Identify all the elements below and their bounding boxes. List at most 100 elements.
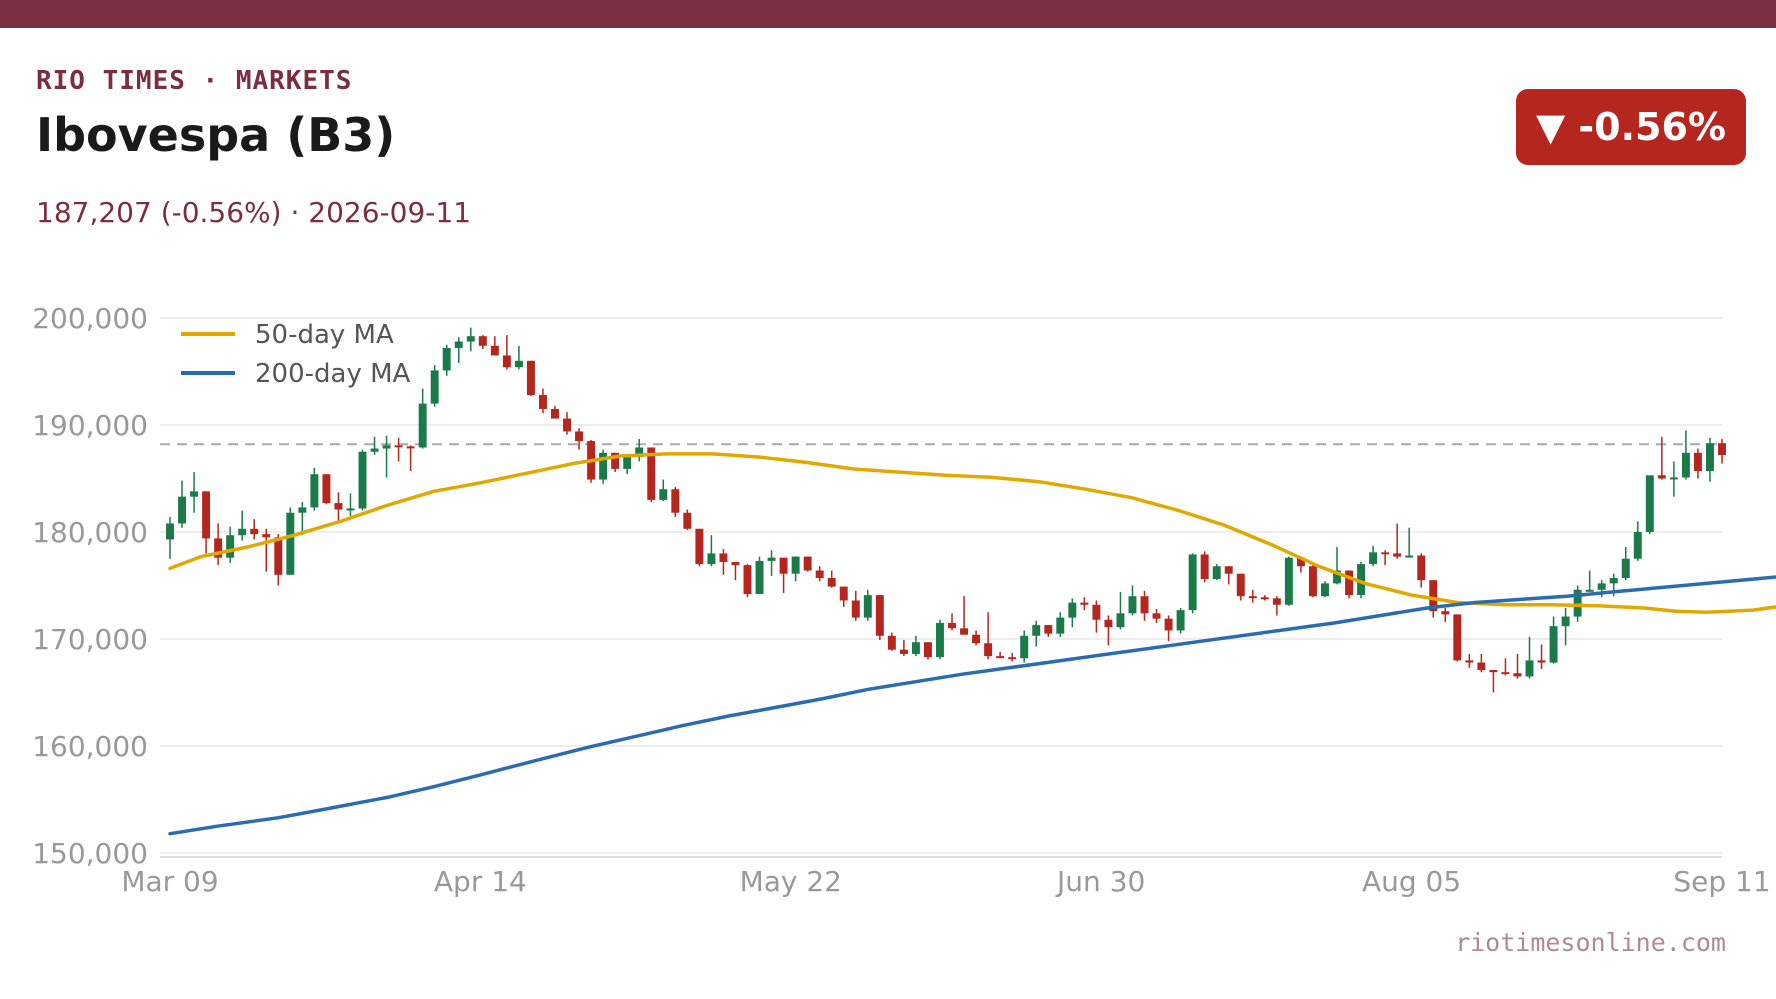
candle-down — [671, 487, 680, 518]
candle-down — [1236, 573, 1245, 601]
candle-body — [1044, 625, 1053, 634]
ma50-line — [168, 452, 1776, 615]
candle-body — [984, 643, 993, 657]
candle-down — [334, 492, 343, 522]
candle-body — [238, 528, 247, 536]
candle-body — [1092, 604, 1101, 620]
candle-up — [1188, 553, 1197, 614]
candle-body — [875, 595, 884, 636]
candle-down — [538, 388, 547, 414]
candle-up — [599, 449, 608, 484]
candle-up — [1056, 612, 1065, 637]
candle-up — [1284, 556, 1293, 606]
candle-down — [1140, 590, 1149, 621]
candle-body — [1140, 596, 1149, 614]
candle-up — [1705, 437, 1714, 482]
candle-body — [707, 553, 716, 565]
legend-item: 50-day MA — [181, 320, 394, 350]
candle-body — [1381, 552, 1390, 555]
candle-up — [1645, 475, 1654, 535]
candle-up — [166, 517, 174, 559]
candle-body — [1032, 625, 1041, 636]
page-title: Ibovespa (B3) — [36, 108, 396, 162]
x-tick-label: Apr 14 — [434, 865, 527, 898]
candle-down — [1718, 438, 1726, 464]
candle-up — [1020, 630, 1029, 663]
candle-body — [839, 586, 848, 601]
candle-body — [334, 503, 343, 510]
candle-body — [575, 431, 584, 442]
candle-down — [719, 549, 728, 575]
candle-down — [1417, 553, 1426, 588]
candle-down — [1152, 609, 1161, 623]
candle-body — [442, 347, 451, 371]
candle-body — [250, 528, 259, 535]
candle-body — [1525, 660, 1534, 677]
candle-down — [1308, 564, 1317, 598]
candle-body — [755, 560, 764, 595]
candle-down — [960, 596, 969, 635]
candle-body — [1236, 573, 1245, 597]
candle-down — [563, 412, 571, 435]
y-tick-label: 150,000 — [32, 837, 148, 870]
candle-down — [1164, 615, 1173, 642]
candle-up — [430, 365, 439, 407]
candle-body — [1152, 613, 1161, 619]
candle-body — [478, 336, 487, 346]
candle-down — [1044, 625, 1053, 637]
candle-up — [1633, 521, 1642, 561]
candle-body — [599, 452, 608, 480]
candle-body — [803, 556, 812, 571]
candle-up — [1068, 598, 1077, 628]
candle-body — [1357, 564, 1366, 596]
candle-down — [575, 428, 584, 450]
y-tick-label: 170,000 — [32, 623, 148, 656]
candle-body — [851, 600, 860, 618]
candle-up — [238, 510, 247, 541]
candle-body — [274, 537, 283, 575]
candle-body — [370, 448, 379, 452]
candle-body — [960, 628, 969, 635]
candle-body — [1393, 553, 1402, 557]
candle-body — [635, 447, 644, 458]
candle-body — [1645, 475, 1654, 532]
candle-down — [502, 335, 511, 370]
candle-body — [1489, 670, 1498, 673]
candle-body — [659, 489, 668, 500]
candle-up — [454, 337, 463, 363]
candle-down — [683, 509, 692, 530]
x-tick-label: May 22 — [740, 865, 842, 898]
change-badge: ▼ -0.56% — [1515, 89, 1746, 165]
candle-body — [358, 451, 367, 509]
candle-down — [551, 405, 559, 419]
legend-label: 50-day MA — [255, 320, 394, 350]
candle-up — [755, 556, 764, 595]
candle-up — [514, 345, 523, 370]
candle-body — [1056, 617, 1065, 634]
candle-up — [298, 502, 307, 536]
candle-down — [262, 528, 271, 572]
candle-down — [526, 360, 535, 397]
candle-body — [1705, 443, 1714, 472]
candle-body — [1657, 475, 1666, 479]
candle-up — [623, 454, 632, 475]
candle-body — [1718, 443, 1726, 455]
candle-body — [166, 523, 174, 540]
candle-body — [1537, 660, 1546, 663]
candle-down — [972, 630, 981, 646]
candle-down — [815, 566, 824, 582]
candle-up — [1128, 585, 1137, 616]
candle-up — [178, 480, 187, 528]
candle-down — [875, 595, 884, 641]
candle-body — [779, 557, 788, 574]
candle-body — [719, 553, 728, 562]
candle-up — [1321, 581, 1329, 598]
candle-body — [1248, 596, 1257, 599]
candle-body — [322, 474, 331, 504]
candle-body — [791, 556, 800, 574]
candle-down — [394, 437, 403, 462]
candle-body — [1369, 552, 1378, 565]
candle-down — [1224, 566, 1233, 585]
candle-body — [1513, 673, 1522, 677]
candle-down — [695, 528, 704, 567]
